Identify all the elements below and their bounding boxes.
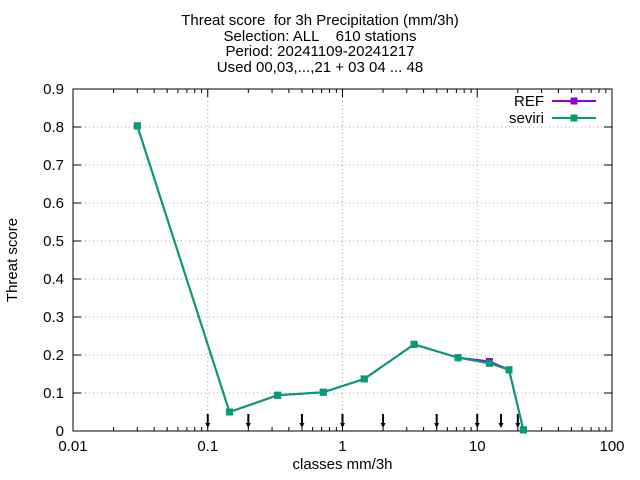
class-marker-head xyxy=(474,423,480,428)
y-tick-label: 0.9 xyxy=(43,81,64,98)
class-markers xyxy=(205,414,521,428)
title-line-2: Selection: ALL 610 stations xyxy=(223,28,417,45)
y-tick-label: 0 xyxy=(56,423,64,440)
x-axis-label: classes mm/3h xyxy=(292,456,392,473)
class-marker-head xyxy=(205,423,211,428)
x-tick-label: 0.01 xyxy=(58,438,87,455)
data-point-seviri xyxy=(225,408,233,416)
y-tick-label: 0.5 xyxy=(43,233,64,250)
series-line-seviri xyxy=(136,125,525,431)
y-tick-label: 0.7 xyxy=(43,157,64,174)
data-point-seviri xyxy=(485,359,493,367)
class-marker-head xyxy=(380,423,386,428)
data-point-seviri xyxy=(319,388,327,396)
y-axis-label: Threat score xyxy=(4,218,21,302)
y-tick-label: 0.3 xyxy=(43,309,64,326)
class-marker-head xyxy=(245,423,251,428)
data-point-seviri xyxy=(360,375,368,383)
y-tick-label: 0.6 xyxy=(43,195,64,212)
axis-ticks: 0 0.1 0.2 0.3 0.4 0.5 0.6 0.7 0.8 0.9 0.01 0.1 1 10 10… xyxy=(43,81,624,455)
x-tick-label: 100 xyxy=(599,438,624,455)
class-marker-head xyxy=(498,423,504,428)
legend-label: REF xyxy=(514,93,544,110)
class-marker-head xyxy=(515,423,521,428)
data-point-seviri xyxy=(133,122,141,130)
class-marker-head xyxy=(299,423,305,428)
class-marker-head xyxy=(340,423,345,428)
legend-marker xyxy=(570,114,578,122)
x-tick-label: 1 xyxy=(338,438,346,455)
data-point-seviri xyxy=(519,426,527,434)
data-point-seviri xyxy=(410,340,418,348)
x-tick-label: 0.1 xyxy=(197,438,218,455)
plot-frame xyxy=(72,88,613,432)
y-tick-label: 0.8 xyxy=(43,119,64,136)
data-point-seviri xyxy=(505,366,513,374)
title-line-1: Threat score for 3h Precipitation (mm/3h… xyxy=(181,12,459,29)
class-marker-head xyxy=(434,423,440,428)
series-layer xyxy=(133,122,527,434)
y-tick-label: 0.1 xyxy=(43,385,64,402)
grid xyxy=(73,89,612,431)
title-line-4: Used 00,03,...,21 + 03 04 ... 48 xyxy=(216,59,424,76)
data-point-seviri xyxy=(454,354,462,362)
x-tick-label: 10 xyxy=(469,438,486,455)
legend-label: seviri xyxy=(509,110,544,127)
data-point-seviri xyxy=(274,391,282,399)
title-line-3: Period: 20241109-20241217 xyxy=(225,43,415,60)
y-tick-label: 0.4 xyxy=(43,271,64,288)
series-line-ref xyxy=(136,125,525,431)
legend-marker xyxy=(570,97,578,105)
y-tick-label: 0.2 xyxy=(43,347,64,364)
